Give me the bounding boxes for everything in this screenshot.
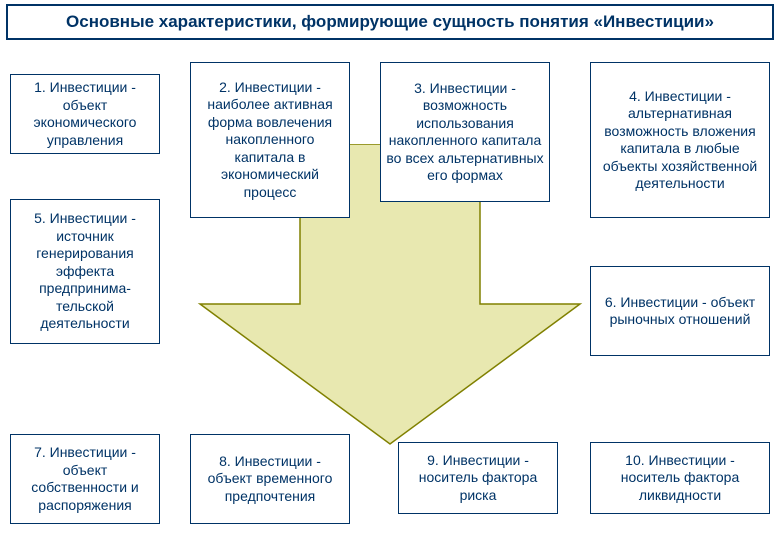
box-9-text: 9. Инвестиции - носитель фактора риска <box>403 452 553 505</box>
box-8-text: 8. Инвестиции - объект временного предпо… <box>195 453 345 506</box>
box-10: 10. Инвестиции - носитель фактора ликвид… <box>590 442 770 514</box>
box-3-text: 3. Инвестиции - возможность использовани… <box>385 80 545 185</box>
box-4-text: 4. Инвестиции - альтернативная возможнос… <box>595 88 765 193</box>
box-6-text: 6. Инвестиции - объект рыночных отношени… <box>595 294 765 329</box>
box-4: 4. Инвестиции - альтернативная возможнос… <box>590 62 770 218</box>
box-5-text: 5. Инвестиции - источник генерирования э… <box>15 210 155 333</box>
box-5: 5. Инвестиции - источник генерирования э… <box>10 199 160 344</box>
box-1: 1. Инвестиции - объект экономического уп… <box>10 74 160 154</box>
box-10-text: 10. Инвестиции - носитель фактора ликвид… <box>595 452 765 505</box>
box-6: 6. Инвестиции - объект рыночных отношени… <box>590 266 770 356</box>
box-1-text: 1. Инвестиции - объект экономического уп… <box>15 79 155 149</box>
box-9: 9. Инвестиции - носитель фактора риска <box>398 442 558 514</box>
box-8: 8. Инвестиции - объект временного предпо… <box>190 434 350 524</box>
box-7-text: 7. Инвестиции - объект собственности и р… <box>15 444 155 514</box>
box-3: 3. Инвестиции - возможность использовани… <box>380 62 550 202</box>
box-2: 2. Инвестиции - наиболее активная форма … <box>190 62 350 218</box>
page-title: Основные характеристики, формирующие сущ… <box>66 12 714 31</box>
title-bar: Основные характеристики, формирующие сущ… <box>6 4 774 40</box>
box-7: 7. Инвестиции - объект собственности и р… <box>10 434 160 524</box>
box-2-text: 2. Инвестиции - наиболее активная форма … <box>195 79 345 202</box>
